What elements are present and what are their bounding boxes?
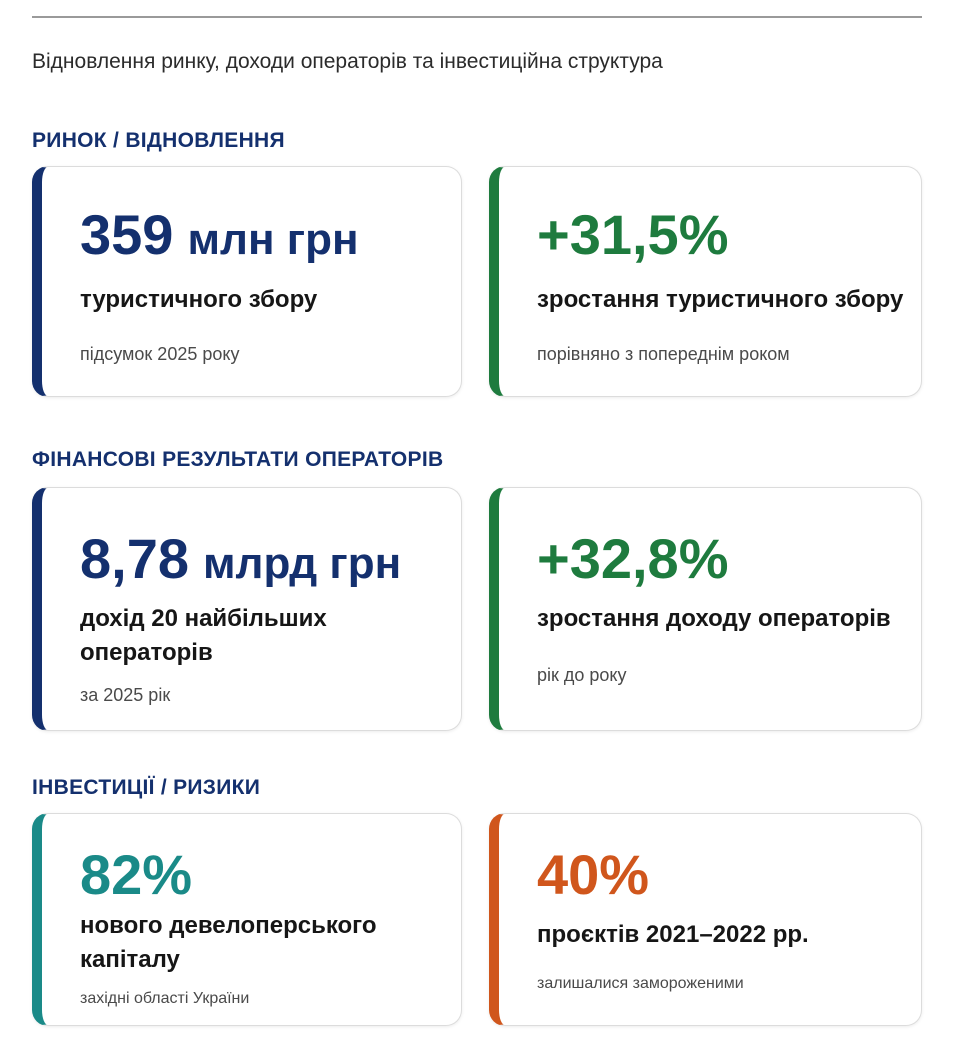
stat-value: +31,5%: [537, 203, 729, 266]
stat-number: 8,78: [80, 527, 189, 590]
stat-note: підсумок 2025 року: [80, 344, 240, 364]
top-divider: [32, 16, 922, 18]
stat-label: зростання доходу операторів: [537, 605, 891, 632]
stat-card-operator-revenue-growth: +32,8% зростання доходу операторів рік д…: [489, 487, 922, 731]
stat-label: нового девелоперського капіталу: [80, 912, 377, 973]
stat-note: за 2025 рік: [80, 685, 171, 705]
stat-unit: млрд грн: [203, 539, 402, 588]
stat-number: 359: [80, 203, 174, 266]
stat-value: 40%: [537, 843, 650, 906]
stat-value: 359 млн грн: [80, 207, 359, 263]
stat-value: 82%: [80, 843, 193, 906]
section-heading-investments: ІНВЕСТИЦІЇ / РИЗИКИ: [32, 776, 261, 799]
stat-card-operator-revenue: 8,78 млрд грн дохід 20 найбільших операто…: [32, 487, 462, 731]
stat-card-frozen-projects: 40% проєктів 2021–2022 рр. залишалися за…: [489, 813, 922, 1026]
stat-card-developer-capital: 82% нового девелоперського капіталу захі…: [32, 813, 462, 1026]
stat-value: +32,8%: [537, 527, 729, 590]
stat-label: зростання туристичного збору: [537, 286, 904, 313]
stat-label: туристичного збору: [80, 286, 318, 313]
stat-note: західні області України: [80, 990, 250, 1007]
stat-card-tourist-tax-growth: +31,5% зростання туристичного збору порі…: [489, 166, 922, 397]
stat-unit: млн грн: [187, 215, 359, 264]
section-heading-market: РИНОК / ВІДНОВЛЕННЯ: [32, 129, 285, 152]
stat-card-tourist-tax: 359 млн грн туристичного збору підсумок 2…: [32, 166, 462, 397]
page-subtitle: Відновлення ринку, доходи операторів та …: [32, 50, 663, 73]
stat-value: 8,78 млрд грн: [80, 531, 401, 587]
stat-label: проєктів 2021–2022 рр.: [537, 921, 809, 948]
stat-label: дохід 20 найбільших операторів: [80, 605, 327, 666]
section-heading-finance: ФІНАНСОВІ РЕЗУЛЬТАТИ ОПЕРАТОРІВ: [32, 448, 444, 471]
stat-note: залишалися замороженими: [537, 975, 744, 992]
stat-note: порівняно з попереднім роком: [537, 344, 790, 364]
stat-note: рік до року: [537, 665, 627, 685]
